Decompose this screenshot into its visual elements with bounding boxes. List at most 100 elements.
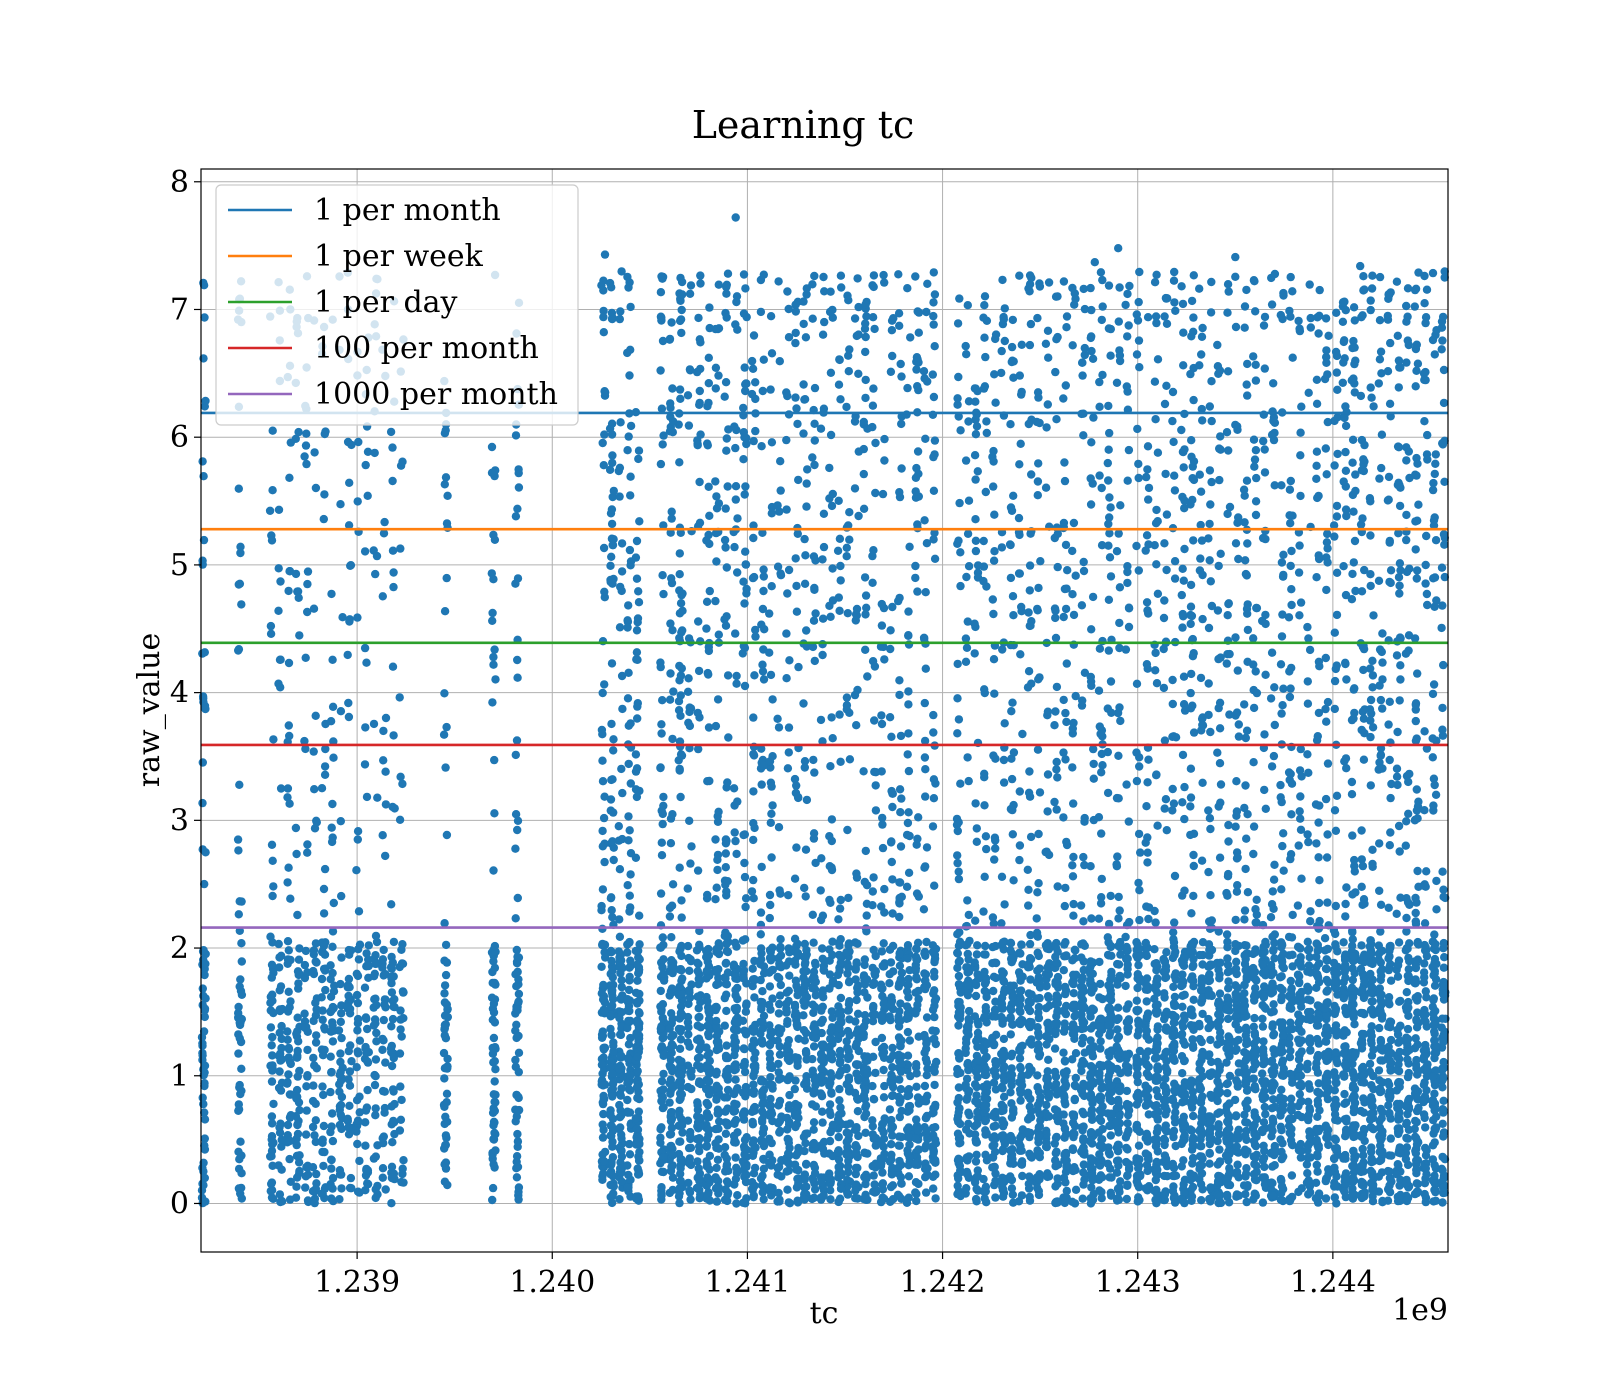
- scatter-point: [895, 961, 905, 970]
- scatter-point: [802, 479, 811, 488]
- scatter-point: [355, 1108, 364, 1117]
- scatter-point: [733, 994, 742, 1004]
- scatter-point: [741, 902, 750, 912]
- scatter-point: [703, 402, 712, 411]
- scatter-point: [336, 817, 345, 826]
- scatter-point: [318, 1015, 327, 1024]
- scatter-point: [371, 1104, 380, 1113]
- scatter-point: [388, 476, 397, 486]
- scatter-point: [929, 535, 938, 544]
- scatter-point: [845, 345, 854, 354]
- scatter-point: [714, 1109, 723, 1118]
- scatter-point: [792, 843, 801, 852]
- scatter-point: [598, 1081, 608, 1090]
- scatter-point: [897, 464, 906, 473]
- scatter-point: [758, 1039, 767, 1048]
- scatter-point: [1024, 989, 1034, 998]
- scatter-point: [953, 694, 962, 703]
- scatter-point: [705, 586, 714, 596]
- scatter-point: [656, 1024, 665, 1033]
- scatter-point: [757, 442, 766, 451]
- scatter-point: [702, 1084, 711, 1094]
- scatter-point: [326, 992, 336, 1001]
- scatter-point: [631, 767, 641, 776]
- scatter-point: [972, 950, 982, 959]
- scatter-point: [799, 1026, 809, 1035]
- scatter-point: [277, 1078, 287, 1088]
- scatter-point: [624, 836, 633, 845]
- scatter-point: [695, 1053, 704, 1062]
- scatter-point: [284, 863, 293, 872]
- scatter-point: [704, 353, 713, 362]
- scatter-point: [311, 1116, 320, 1125]
- scatter-point: [731, 1075, 740, 1084]
- scatter-point: [267, 1178, 277, 1187]
- scatter-point: [199, 535, 209, 545]
- scatter-point: [1059, 277, 1069, 286]
- scatter-point: [1024, 608, 1033, 617]
- scatter-point: [626, 302, 635, 312]
- scatter-point: [598, 1120, 607, 1129]
- scatter-point: [311, 998, 320, 1008]
- scatter-point: [1006, 573, 1016, 583]
- scatter-point: [759, 586, 768, 596]
- scatter-point: [853, 274, 862, 283]
- scatter-point: [791, 1076, 800, 1085]
- scatter-point: [1095, 471, 1104, 480]
- scatter-point: [853, 939, 862, 948]
- scatter-point: [776, 935, 785, 944]
- scatter-point: [854, 447, 863, 456]
- scatter-point: [387, 1199, 396, 1208]
- scatter-point: [380, 1000, 389, 1009]
- scatter-point: [921, 1141, 931, 1150]
- scatter-point: [868, 551, 877, 561]
- scatter-point: [285, 1057, 295, 1066]
- scatter-point: [896, 808, 905, 817]
- scatter-point: [818, 330, 828, 339]
- scatter-point: [843, 1190, 852, 1199]
- scatter-point: [293, 1120, 302, 1129]
- scatter-point: [632, 1124, 641, 1133]
- scatter-point: [1025, 586, 1035, 595]
- scatter-point: [834, 593, 843, 602]
- scatter-point: [439, 1048, 449, 1058]
- scatter-point: [624, 812, 633, 821]
- scatter-point: [880, 655, 889, 664]
- scatter-point: [328, 799, 337, 809]
- scatter-point: [861, 846, 870, 856]
- scatter-point: [292, 1182, 301, 1191]
- scatter-point: [732, 1005, 741, 1015]
- scatter-point: [684, 674, 693, 683]
- scatter-point: [791, 328, 800, 338]
- scatter-point: [922, 1013, 932, 1022]
- scatter-point: [923, 279, 932, 288]
- scatter-point: [334, 1026, 344, 1035]
- scatter-point: [784, 304, 793, 314]
- scatter-point: [693, 1021, 702, 1030]
- scatter-point: [766, 953, 775, 963]
- scatter-point: [739, 270, 749, 279]
- scatter-point: [784, 944, 793, 953]
- scatter-point: [353, 613, 362, 622]
- scatter-point: [903, 1091, 912, 1101]
- scatter-point: [721, 543, 730, 552]
- scatter-point: [1060, 901, 1070, 911]
- scatter-point: [439, 730, 449, 739]
- scatter-point: [337, 1009, 346, 1018]
- scatter-point: [799, 1011, 808, 1020]
- scatter-point: [990, 855, 999, 864]
- scatter-point: [395, 815, 405, 824]
- scatter-point: [803, 465, 812, 474]
- scatter-point: [712, 557, 721, 566]
- scatter-point: [656, 986, 665, 996]
- scatter-point: [842, 701, 852, 710]
- scatter-point: [1123, 289, 1132, 299]
- scatter-point: [920, 1081, 930, 1091]
- scatter-point: [828, 564, 837, 573]
- scatter-point: [301, 946, 311, 956]
- scatter-point: [739, 577, 748, 586]
- scatter-point: [1078, 1194, 1087, 1203]
- scatter-point: [318, 1082, 327, 1091]
- scatter-point: [623, 1095, 632, 1105]
- scatter-point: [714, 371, 723, 380]
